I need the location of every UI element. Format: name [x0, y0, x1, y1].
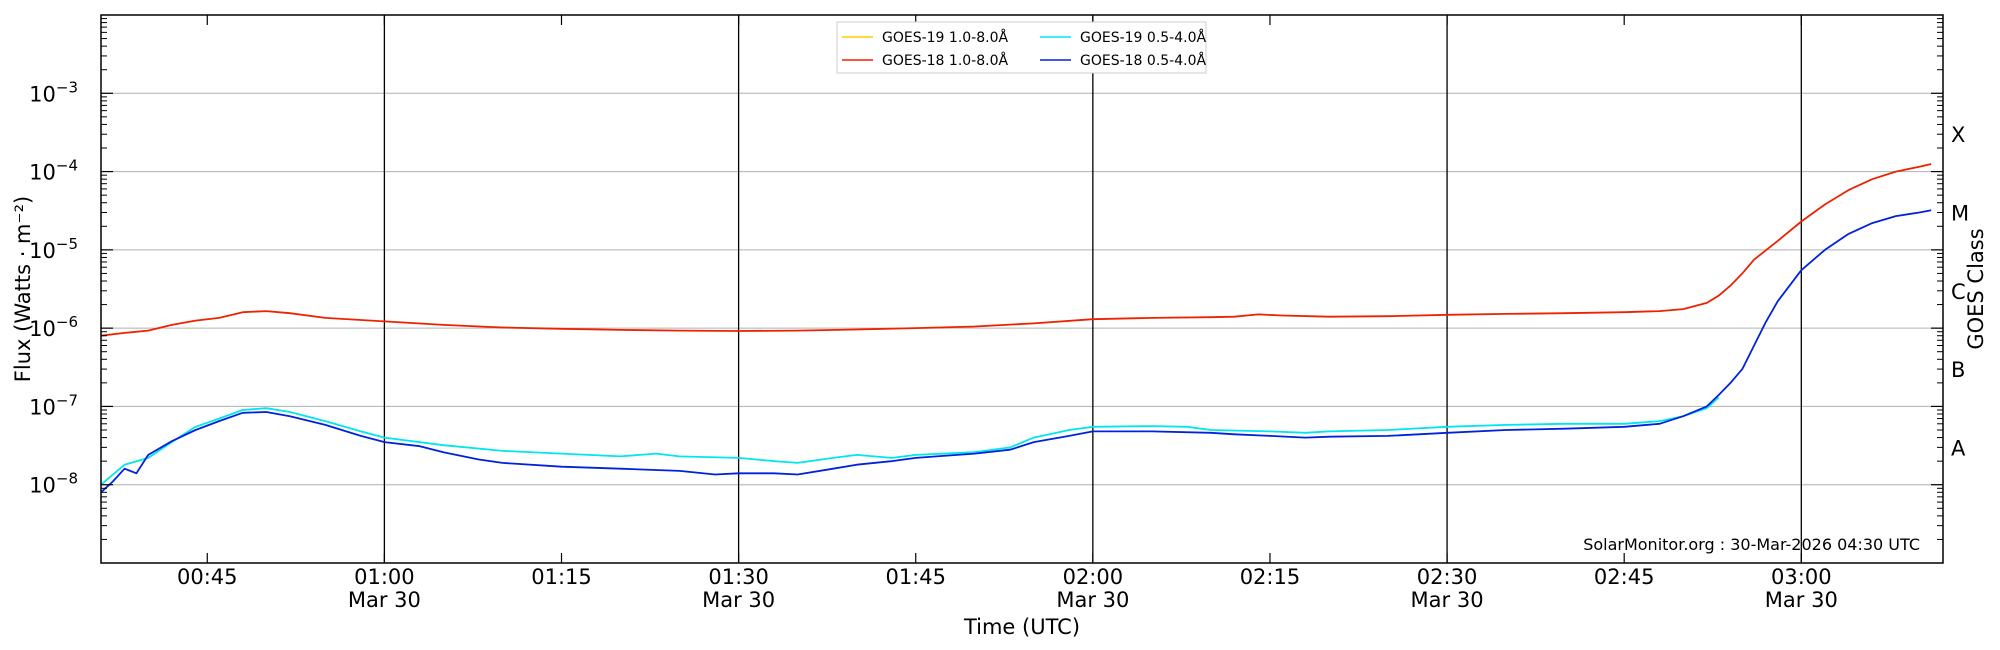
- goes-class-label: B: [1951, 358, 1965, 382]
- x-tick-label: 02:45: [1594, 565, 1655, 589]
- goes-class-label: A: [1951, 436, 1966, 460]
- credit-text: SolarMonitor.org : 30-Mar-2026 04:30 UTC: [1583, 535, 1920, 554]
- x-tick-label: 01:00: [354, 565, 415, 589]
- series-line: [100, 163, 1932, 337]
- x-tick-date-label: Mar 30: [1411, 588, 1484, 612]
- x-tick-date-label: Mar 30: [702, 588, 775, 612]
- series-layer: [100, 163, 1932, 493]
- goes-class-label: C: [1951, 280, 1966, 304]
- x-tick-label: 02:15: [1240, 565, 1301, 589]
- goes-class-label: X: [1951, 123, 1965, 147]
- y-axis-label: Flux (Watts · m⁻²): [11, 196, 35, 382]
- x-tick-label: 01:30: [708, 565, 769, 589]
- x-tick-label: 00:45: [177, 565, 238, 589]
- x-tick-date-label: Mar 30: [348, 588, 421, 612]
- legend-label-goes18-short: GOES-18 0.5-4.0Å: [1080, 52, 1206, 69]
- legend: GOES-19 1.0-8.0Å GOES-18 1.0-8.0Å GOES-1…: [836, 21, 1207, 74]
- x-axis-label: Time (UTC): [963, 615, 1080, 639]
- legend-box: [836, 21, 1207, 74]
- x-tick-label: 01:45: [885, 565, 946, 589]
- legend-label-goes18-long: GOES-18 1.0-8.0Å: [882, 52, 1008, 69]
- x-tick-label: 02:00: [1063, 565, 1124, 589]
- x-tick-label: 01:15: [531, 565, 592, 589]
- x-tick-label: 03:00: [1771, 565, 1832, 589]
- plot-frame: [100, 14, 1944, 564]
- x-tick-date-label: Mar 30: [1765, 588, 1838, 612]
- grid-layer: [101, 92, 1943, 486]
- legend-label-goes19-long: GOES-19 1.0-8.0Å: [882, 29, 1008, 46]
- goes-class-label: M: [1951, 202, 1969, 226]
- goes-class-axis-label: GOES Class: [1964, 228, 1988, 349]
- y-tick-label: 10−4: [29, 157, 78, 185]
- x-tick-date-label: Mar 30: [1056, 588, 1129, 612]
- series-line: [100, 209, 1932, 493]
- legend-label-goes19-short: GOES-19 0.5-4.0Å: [1080, 29, 1206, 46]
- y-tick-label: 10−7: [29, 391, 78, 419]
- series-line: [100, 396, 1720, 486]
- vertical-lines-layer: [383, 15, 1802, 563]
- x-tick-label: 02:30: [1417, 565, 1478, 589]
